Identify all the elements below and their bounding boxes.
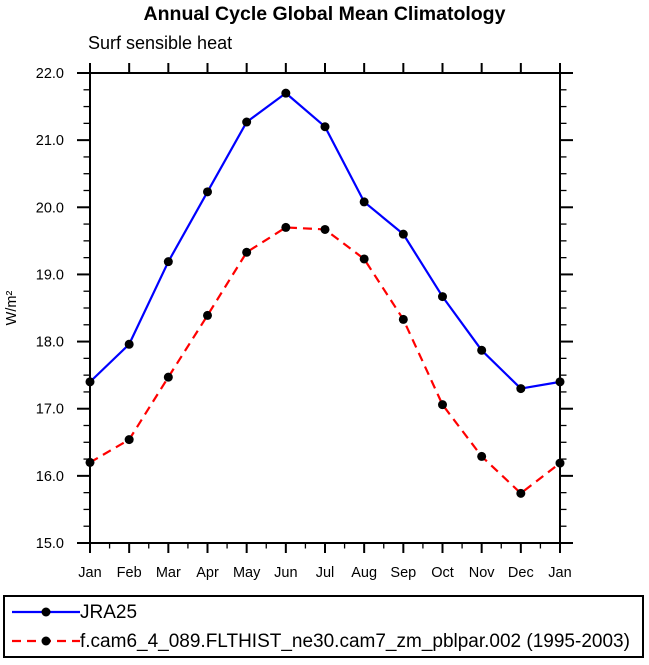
x-tick-label: Sep xyxy=(390,565,416,581)
data-point-marker xyxy=(555,377,565,387)
x-tick-label: Apr xyxy=(196,565,219,581)
data-point-marker xyxy=(124,339,134,349)
y-tick-label: 20.0 xyxy=(36,200,64,216)
data-point-marker xyxy=(477,345,487,355)
x-tick-label: Oct xyxy=(431,565,454,581)
legend-label-model: f.cam6_4_089.FLTHIST_ne30.cam7_zm_pblpar… xyxy=(80,630,630,652)
data-point-marker xyxy=(242,117,252,127)
data-point-marker xyxy=(242,247,252,257)
chart-title: Annual Cycle Global Mean Climatology xyxy=(143,3,506,25)
x-tick-label: Mar xyxy=(156,565,181,581)
data-point-marker xyxy=(163,257,173,267)
y-tick-label: 18.0 xyxy=(36,335,64,351)
data-point-marker xyxy=(163,372,173,382)
x-tick-label: Jan xyxy=(78,565,101,581)
series-line xyxy=(89,226,561,495)
data-point-marker xyxy=(438,292,447,302)
data-point-marker xyxy=(85,457,95,467)
data-point-marker xyxy=(516,488,526,498)
series-line xyxy=(89,92,561,390)
legend-row-model: f.cam6_4_089.FLTHIST_ne30.cam7_zm_pblpar… xyxy=(5,627,642,656)
data-point-marker xyxy=(320,122,330,132)
chart-subtitle: Surf sensible heat xyxy=(88,33,233,53)
x-tick-label: Dec xyxy=(508,565,534,581)
chart-legend: JRA25 f.cam6_4_089.FLTHIST_ne30.cam7_zm_… xyxy=(3,595,644,658)
series-model xyxy=(85,222,565,498)
y-tick-label: 17.0 xyxy=(36,402,64,418)
y-tick-label: 22.0 xyxy=(36,66,64,82)
y-tick-label: 21.0 xyxy=(36,133,64,149)
x-tick-label: Nov xyxy=(469,565,496,581)
data-point-marker xyxy=(281,88,291,98)
y-tick-label: 19.0 xyxy=(36,267,64,283)
data-point-marker xyxy=(516,384,526,394)
x-tick-label: Jul xyxy=(316,565,335,581)
series-jra25 xyxy=(85,88,565,394)
y-tick-label: 15.0 xyxy=(36,536,64,552)
x-tick-label: Jan xyxy=(548,565,571,581)
x-tick-label: Jun xyxy=(274,565,297,581)
legend-row-jra25: JRA25 xyxy=(5,598,642,627)
data-point-marker xyxy=(398,229,408,239)
data-point-marker xyxy=(477,451,487,461)
y-axis-title: W/m² xyxy=(4,291,20,326)
x-tick-label: May xyxy=(233,565,261,581)
data-point-marker xyxy=(203,187,212,197)
data-point-marker xyxy=(398,314,408,324)
data-point-marker xyxy=(438,400,447,410)
legend-line-sample-solid-blue xyxy=(12,607,80,617)
data-point-marker xyxy=(203,310,212,320)
data-point-marker xyxy=(85,377,95,387)
data-point-marker xyxy=(359,254,369,264)
legend-line-sample-dashed-red xyxy=(12,636,80,646)
chart-plot-area: 15.0 16.0 17.0 18.0 19.0 20.0 21.0 22.0 Jan Feb Ma… xyxy=(4,63,573,581)
data-point-marker xyxy=(555,458,565,468)
data-point-marker xyxy=(359,197,369,207)
data-point-marker xyxy=(124,435,134,445)
legend-label-jra25: JRA25 xyxy=(80,601,138,623)
x-tick-label: Feb xyxy=(117,565,142,581)
axes: 15.0 16.0 17.0 18.0 19.0 20.0 21.0 22.0 Jan Feb Ma… xyxy=(4,63,573,581)
x-tick-label: Aug xyxy=(351,565,377,581)
y-tick-label: 16.0 xyxy=(36,469,64,485)
data-point-marker xyxy=(281,222,291,232)
data-point-marker xyxy=(320,224,330,234)
